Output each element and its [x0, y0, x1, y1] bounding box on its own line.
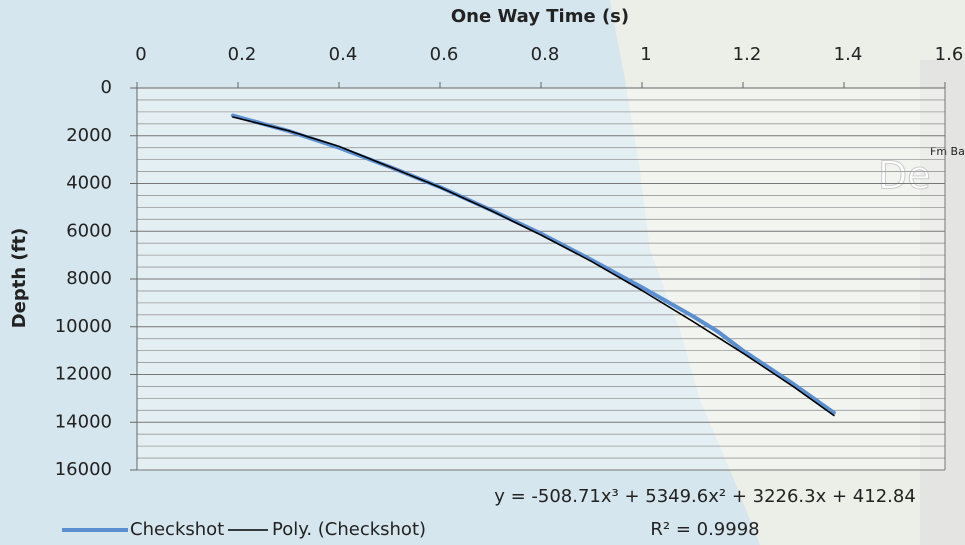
trendline-r2: R² = 0.9998 [650, 519, 759, 540]
x-tick-label: 0.4 [329, 44, 358, 65]
x-tick-label: 1 [640, 44, 651, 65]
y-axis-title: Depth (ft) [9, 228, 30, 329]
y-tick-label: 2000 [66, 125, 112, 146]
x-tick-label: 1.4 [834, 44, 863, 65]
y-tick-label: 10000 [55, 316, 112, 337]
y-tick-label: 16000 [55, 459, 112, 480]
x-tick-label: 0 [135, 44, 146, 65]
trendline-equation: y = -508.71x³ + 5349.6x² + 3226.3x + 412… [494, 486, 916, 507]
x-tick-label: 0.2 [228, 44, 257, 65]
x-tick-label: 1.2 [733, 44, 762, 65]
x-tick-label: 0.6 [430, 44, 459, 65]
y-tick-label: 6000 [66, 220, 112, 241]
x-axis-title: One Way Time (s) [451, 6, 629, 27]
legend-label: Poly. (Checkshot) [272, 519, 426, 540]
legend-label: Checkshot [130, 519, 224, 540]
x-tick-label: 0.8 [531, 44, 560, 65]
y-tick-label: 0 [101, 77, 112, 98]
y-tick-label: 14000 [55, 411, 112, 432]
map-label: De [878, 154, 931, 198]
y-tick-label: 12000 [55, 364, 112, 385]
map-label: Fm Ba [930, 145, 965, 158]
y-tick-label: 8000 [66, 268, 112, 289]
x-tick-label: 1.6 [935, 44, 964, 65]
y-tick-label: 4000 [66, 173, 112, 194]
chart: One Way Time (s) Depth (ft) Fm Ba De y =… [0, 0, 965, 545]
